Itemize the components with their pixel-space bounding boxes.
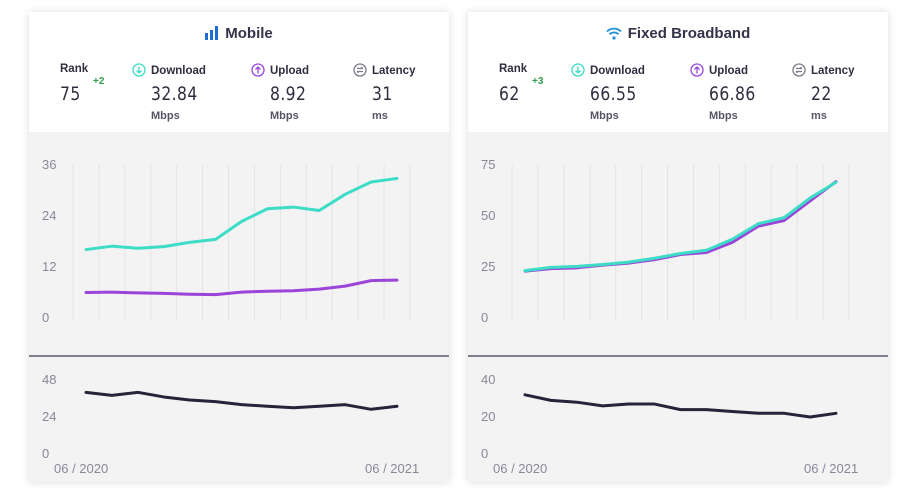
rank-label: Rank xyxy=(60,63,89,75)
latency-value: 22 xyxy=(811,83,832,105)
mobile-panel: Mobile Rank 75 +2 Download 32.84 Mbps Up… xyxy=(29,12,449,482)
latency-y-tick-label: 24 xyxy=(42,409,56,424)
latency-series-line xyxy=(523,393,838,419)
download-label: Download xyxy=(132,63,206,77)
latency-y-tick-label: 20 xyxy=(481,409,495,424)
download-unit: Mbps xyxy=(151,110,180,122)
fixed-chart-area: 75 50 25 0 40 20 0 06 / 2020 06 / 2021 xyxy=(468,132,888,482)
latency-series-line xyxy=(84,390,399,411)
speed-y-tick-label: 0 xyxy=(42,310,49,325)
upload-label: Upload xyxy=(690,63,748,77)
latency-unit: ms xyxy=(372,110,388,122)
fixed-broadband-panel: Fixed Broadband Rank 62 +3 Download 66.5… xyxy=(468,12,888,482)
latency-y-tick-label: 0 xyxy=(42,446,49,461)
download-value: 66.55 xyxy=(590,83,637,105)
x-tick-label-end: 06 / 2021 xyxy=(804,461,858,476)
download-series-line xyxy=(84,176,399,252)
rank-delta: +2 xyxy=(93,76,105,87)
upload-series-line xyxy=(523,180,838,273)
rank-label: Rank xyxy=(499,63,528,75)
latency-value: 31 xyxy=(372,83,393,105)
download-series-line xyxy=(523,180,838,273)
download-arrow-icon xyxy=(132,63,146,77)
download-unit: Mbps xyxy=(590,110,619,122)
download-arrow-icon xyxy=(571,63,585,77)
x-tick-label-start: 06 / 2020 xyxy=(493,461,547,476)
mobile-chart-area: 36 24 12 0 48 24 0 06 / 2020 06 / 2021 xyxy=(29,132,449,482)
upload-series-line xyxy=(84,278,399,297)
speed-y-tick-label: 50 xyxy=(481,208,495,223)
upload-unit: Mbps xyxy=(270,110,299,122)
speed-y-tick-label: 75 xyxy=(481,157,495,172)
download-value: 32.84 xyxy=(151,83,198,105)
latency-icon xyxy=(353,63,367,77)
latency-y-tick-label: 0 xyxy=(481,446,488,461)
upload-arrow-icon xyxy=(251,63,265,77)
latency-label: Latency xyxy=(792,63,854,77)
upload-unit: Mbps xyxy=(709,110,738,122)
fixed-title-text: Fixed Broadband xyxy=(627,25,751,42)
download-label: Download xyxy=(571,63,645,77)
latency-icon xyxy=(792,63,806,77)
mobile-chart: 36 24 12 0 48 24 0 06 / 2020 06 / 2021 xyxy=(29,157,449,476)
fixed-header: Fixed Broadband Rank 62 +3 Download 66.5… xyxy=(468,12,888,132)
speed-y-tick-label: 25 xyxy=(481,259,495,274)
speed-y-tick-label: 36 xyxy=(42,157,56,172)
rank-delta: +3 xyxy=(532,76,544,87)
upload-arrow-icon xyxy=(690,63,704,77)
fixed-title: Fixed Broadband xyxy=(468,25,888,44)
mobile-title: Mobile xyxy=(29,25,449,44)
upload-value: 66.86 xyxy=(709,83,756,105)
signal-bars-icon xyxy=(205,26,219,44)
latency-y-tick-label: 48 xyxy=(42,372,56,387)
upload-value: 8.92 xyxy=(270,83,307,105)
mobile-header: Mobile Rank 75 +2 Download 32.84 Mbps Up… xyxy=(29,12,449,132)
fixed-broadband-chart: 75 50 25 0 40 20 0 06 / 2020 06 / 2021 xyxy=(468,157,888,476)
latency-y-tick-label: 40 xyxy=(481,372,495,387)
latency-label: Latency xyxy=(353,63,415,77)
rank-value: 62 xyxy=(499,83,520,105)
upload-label: Upload xyxy=(251,63,309,77)
x-tick-label-start: 06 / 2020 xyxy=(54,461,108,476)
speed-y-tick-label: 0 xyxy=(481,310,488,325)
rank-value: 75 xyxy=(60,83,81,105)
wifi-icon xyxy=(606,27,622,44)
speed-y-tick-label: 12 xyxy=(42,259,56,274)
latency-unit: ms xyxy=(811,110,827,122)
x-tick-label-end: 06 / 2021 xyxy=(365,461,419,476)
speed-y-tick-label: 24 xyxy=(42,208,56,223)
mobile-title-text: Mobile xyxy=(225,25,273,42)
